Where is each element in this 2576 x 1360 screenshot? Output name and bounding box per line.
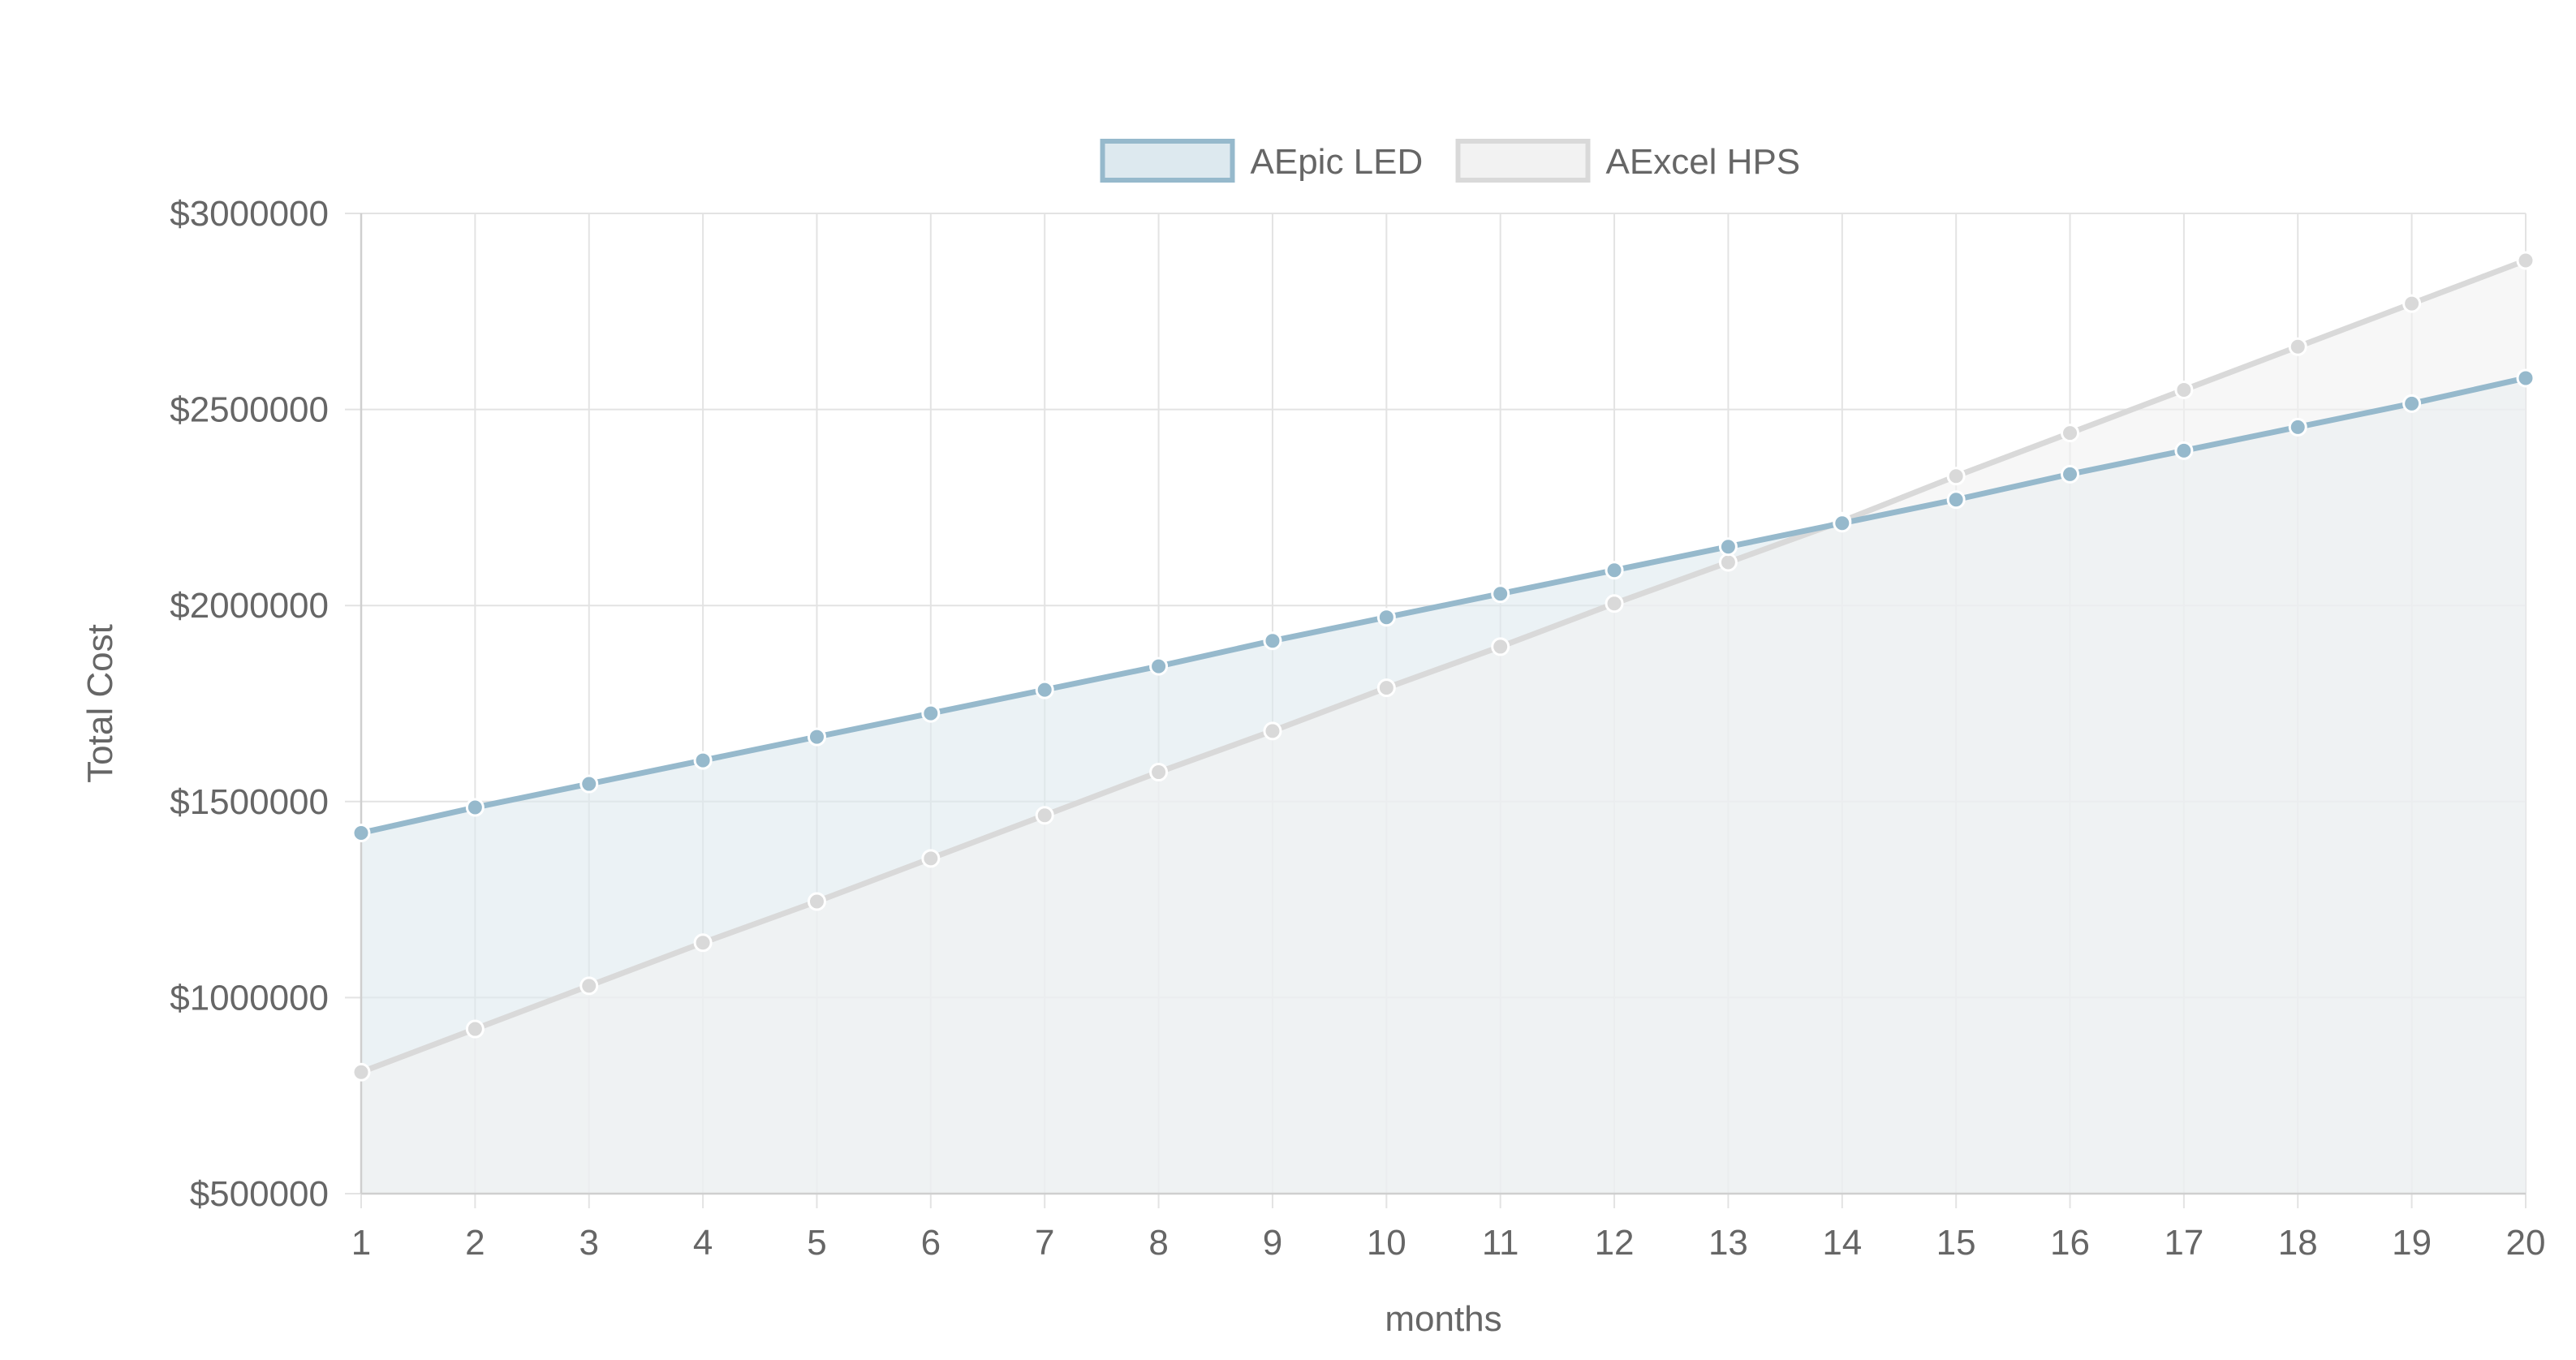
y-axis-title: Total Cost xyxy=(80,624,120,783)
x-tick-label: 17 xyxy=(2164,1223,2203,1263)
series-line xyxy=(360,375,2526,836)
legend: AEpic LED AExcel HPS xyxy=(1100,139,1801,183)
data-point[interactable] xyxy=(2174,441,2194,460)
data-point[interactable] xyxy=(2061,424,2080,443)
x-tick-label: 10 xyxy=(1367,1223,1406,1263)
data-point[interactable] xyxy=(1149,763,1169,782)
x-tick-label: 3 xyxy=(579,1223,598,1263)
data-point[interactable] xyxy=(921,704,941,723)
legend-label: AEpic LED xyxy=(1251,142,1424,182)
axes xyxy=(360,213,2526,1195)
x-tick-label: 6 xyxy=(921,1223,941,1263)
data-point[interactable] xyxy=(2061,464,2080,484)
x-axis-title: months xyxy=(1385,1299,1501,1339)
legend-swatch xyxy=(1100,139,1235,183)
series-points xyxy=(351,251,2535,1082)
data-point[interactable] xyxy=(2402,394,2422,413)
x-tick-label: 9 xyxy=(1263,1223,1282,1263)
series-area xyxy=(361,260,2526,1194)
data-point[interactable] xyxy=(2174,380,2194,399)
data-point[interactable] xyxy=(1718,537,1738,557)
x-tick-label: 13 xyxy=(1708,1223,1748,1263)
data-point[interactable] xyxy=(2516,251,2535,270)
x-tick-label: 7 xyxy=(1035,1223,1054,1263)
data-point[interactable] xyxy=(1491,637,1510,656)
y-tick-label: $1500000 xyxy=(170,782,329,822)
data-point[interactable] xyxy=(807,727,826,747)
x-tick-label: 4 xyxy=(693,1223,713,1263)
data-point[interactable] xyxy=(579,774,599,794)
data-point[interactable] xyxy=(465,1019,485,1039)
x-tick-label: 1 xyxy=(351,1223,371,1263)
data-point[interactable] xyxy=(1263,631,1282,651)
x-tick-label: 12 xyxy=(1595,1223,1635,1263)
data-point[interactable] xyxy=(921,849,941,868)
data-point[interactable] xyxy=(1605,594,1624,613)
x-tick-label: 11 xyxy=(1482,1223,1519,1263)
y-tick-label: $2000000 xyxy=(170,586,329,626)
series-line xyxy=(360,257,2527,1075)
y-tick-label: $500000 xyxy=(190,1174,329,1214)
legend-swatch xyxy=(1455,139,1591,183)
data-point[interactable] xyxy=(2288,417,2307,437)
data-point[interactable] xyxy=(1035,806,1054,825)
x-tick-label: 20 xyxy=(2506,1223,2546,1263)
data-point[interactable] xyxy=(351,823,371,842)
data-point[interactable] xyxy=(1376,608,1396,627)
x-tick-label: 8 xyxy=(1148,1223,1168,1263)
data-point[interactable] xyxy=(1035,680,1054,699)
legend-item[interactable]: AExcel HPS xyxy=(1455,139,1801,183)
data-point[interactable] xyxy=(1946,467,1966,486)
x-tick-label: 14 xyxy=(1822,1223,1862,1263)
data-point[interactable] xyxy=(579,976,599,996)
data-point[interactable] xyxy=(2288,337,2307,356)
data-point[interactable] xyxy=(1491,584,1510,604)
data-point[interactable] xyxy=(693,933,713,953)
data-point[interactable] xyxy=(2516,368,2535,388)
legend-label: AExcel HPS xyxy=(1606,142,1801,182)
data-point[interactable] xyxy=(1718,553,1738,572)
y-tick-label: $3000000 xyxy=(170,194,329,234)
y-tick-label: $2500000 xyxy=(170,390,329,430)
data-point[interactable] xyxy=(693,751,713,770)
x-tick-label: 2 xyxy=(465,1223,485,1263)
data-point[interactable] xyxy=(1263,721,1282,741)
x-tick-label: 5 xyxy=(807,1223,826,1263)
data-point[interactable] xyxy=(1946,490,1966,510)
tick-labels: $500000 $1000000 $1500000 $2000000 $2500000 $… xyxy=(170,194,2545,1263)
y-tick-label: $1000000 xyxy=(170,978,329,1018)
data-point[interactable] xyxy=(465,798,485,817)
legend-item[interactable]: AEpic LED xyxy=(1100,139,1424,183)
data-point[interactable] xyxy=(2402,294,2422,313)
data-point[interactable] xyxy=(1833,514,1852,533)
x-tick-label: 18 xyxy=(2278,1223,2318,1263)
data-point[interactable] xyxy=(807,892,826,911)
data-point[interactable] xyxy=(1149,656,1169,676)
data-point[interactable] xyxy=(1605,561,1624,580)
data-point[interactable] xyxy=(1376,678,1396,698)
series-areas xyxy=(361,260,2526,1194)
x-tick-label: 15 xyxy=(1936,1223,1976,1263)
x-tick-label: 16 xyxy=(2050,1223,2090,1263)
x-tick-label: 19 xyxy=(2392,1223,2432,1263)
series-lines xyxy=(360,257,2527,1075)
data-point[interactable] xyxy=(351,1062,371,1082)
